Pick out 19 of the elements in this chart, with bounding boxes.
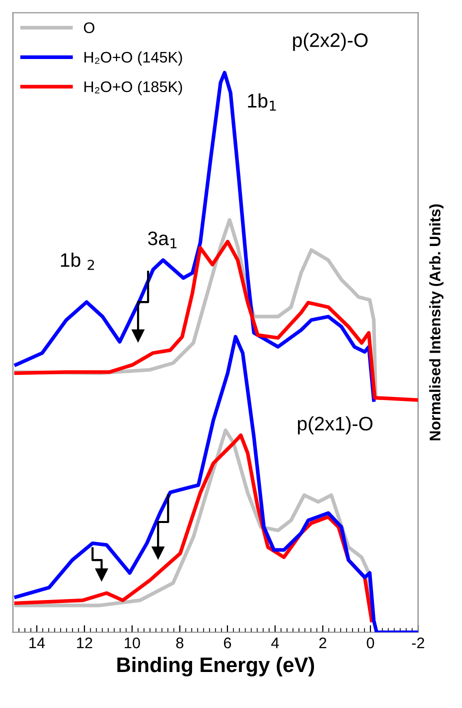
annotation: 1b $_{2}$: [60, 252, 94, 270]
y-axis-title: Normalised Intensity (Arb. Units): [429, 204, 444, 440]
x-tick-label: 12: [77, 638, 92, 648]
text: p(2x2)-O: [293, 32, 368, 51]
x-tick-label: 10: [124, 638, 140, 648]
x-tick-label: 6: [224, 638, 232, 648]
annotation: p(2x1)-O: [298, 416, 372, 434]
legend-label: H₂O+O (185K): [84, 80, 182, 96]
x-axis-title: Binding Energy (eV): [117, 656, 314, 676]
annotation: 3a$_{1}$: [148, 232, 177, 248]
x-tick-label: 2: [319, 638, 326, 648]
legend-label: O: [84, 22, 94, 34]
legend-label: H₂O+O (145K): [84, 51, 182, 66]
x-tick-label: 14: [29, 638, 45, 648]
x-tick-label: 0: [366, 638, 374, 648]
x-tick-label: 4: [271, 638, 279, 648]
x-tick-label: 8: [176, 638, 184, 648]
annotation: 1b$_{1}$: [248, 93, 276, 111]
x-tick-label: -2: [412, 638, 424, 648]
